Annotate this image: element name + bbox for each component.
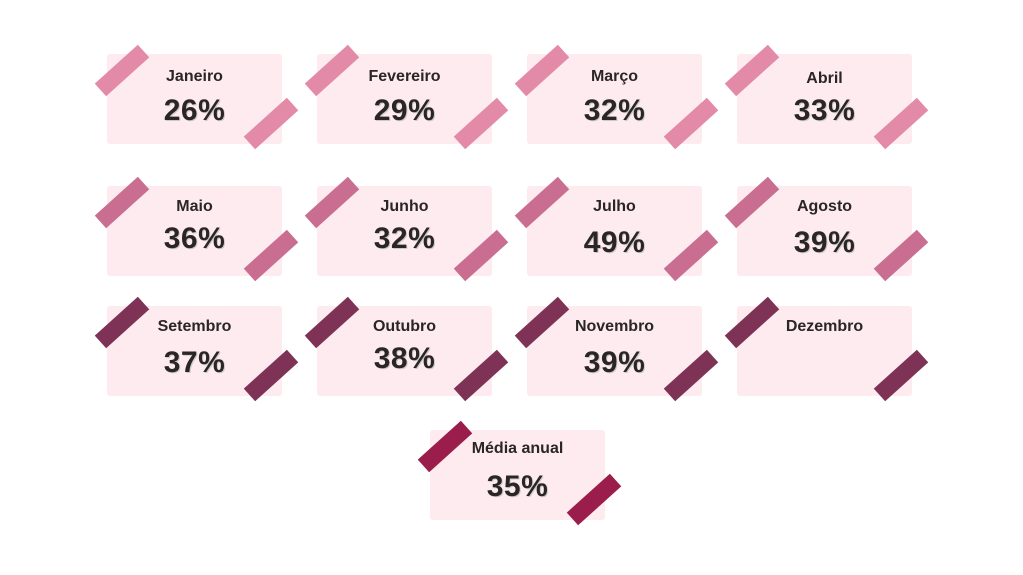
month-label: Maio — [176, 198, 213, 215]
month-value: 32% — [373, 222, 436, 255]
month-value: 37% — [163, 346, 226, 379]
card-fevereiro: Fevereiro 29% — [304, 44, 509, 150]
month-value: 29% — [373, 94, 436, 127]
card-julho: Julho 49% — [514, 176, 719, 282]
month-value: 39% — [793, 226, 856, 259]
month-label: Fevereiro — [368, 68, 441, 85]
summary-label: Média anual — [471, 440, 564, 457]
card-junho: Junho 32% — [304, 176, 509, 282]
month-label: Junho — [380, 198, 429, 215]
month-value: 36% — [163, 222, 226, 255]
month-label: Março — [590, 68, 639, 85]
card-maio: Maio 36% — [94, 176, 299, 282]
month-value: 49% — [583, 226, 646, 259]
card-janeiro: Janeiro 26% — [94, 44, 299, 150]
card-dezembro: Dezembro — [724, 296, 929, 402]
card-abril: Abril 33% — [724, 44, 929, 150]
card-marco: Março 32% — [514, 44, 719, 150]
card-setembro: Setembro 37% — [94, 296, 299, 402]
tape-decoration — [873, 349, 929, 402]
card-media-anual: Média anual 35% — [417, 420, 622, 526]
card-novembro: Novembro 39% — [514, 296, 719, 402]
month-value: 39% — [583, 346, 646, 379]
month-value: 38% — [373, 342, 436, 375]
month-value: 33% — [793, 94, 856, 127]
month-value: 32% — [583, 94, 646, 127]
month-label: Janeiro — [166, 68, 223, 85]
card-agosto: Agosto 39% — [724, 176, 929, 282]
month-label: Julho — [593, 198, 636, 215]
summary-value: 35% — [486, 470, 549, 503]
month-label: Outubro — [372, 318, 437, 335]
card-outubro: Outubro 38% — [304, 296, 509, 402]
month-value: 26% — [163, 94, 226, 127]
month-label: Abril — [806, 70, 843, 87]
month-label: Dezembro — [785, 318, 864, 335]
month-label: Agosto — [796, 198, 853, 215]
month-label: Setembro — [157, 318, 232, 335]
month-label: Novembro — [574, 318, 655, 335]
